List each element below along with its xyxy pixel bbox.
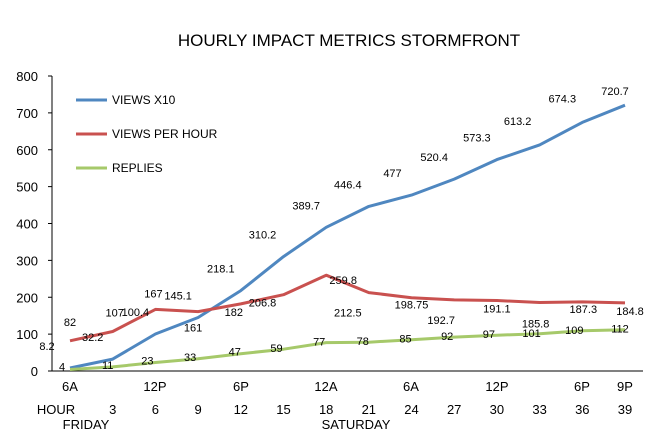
hour-label: 15	[276, 402, 290, 417]
data-label: 218.1	[207, 264, 235, 276]
y-tick-label: 0	[31, 364, 38, 379]
hour-label: 21	[362, 402, 376, 417]
series-lines	[69, 103, 626, 371]
data-label: 107	[106, 308, 124, 320]
hour-label: 12	[234, 402, 248, 417]
time-of-day-label: 6A	[403, 379, 419, 394]
data-label: 613.2	[504, 116, 532, 128]
data-label: 145.1	[164, 291, 192, 303]
data-label: 33	[184, 352, 196, 364]
y-tick-label: 600	[16, 143, 38, 158]
data-labels: 8.232.2100.4145.1218.1310.2389.7446.4477…	[39, 86, 643, 373]
data-label: 191.1	[483, 304, 511, 316]
time-of-day-label: 6A	[62, 379, 78, 394]
data-label: 112	[611, 324, 629, 336]
data-label: 85	[399, 334, 411, 346]
data-label: 77	[313, 337, 325, 349]
data-label: 4	[59, 362, 65, 374]
time-of-day-label: 12A	[314, 379, 337, 394]
hour-label: 9	[194, 402, 201, 417]
y-tick-label: 500	[16, 180, 38, 195]
data-label: 477	[383, 168, 401, 180]
legend-label-1: VIEWS PER HOUR	[112, 127, 218, 141]
data-label: 59	[270, 343, 282, 355]
day-label: SATURDAY	[322, 417, 391, 432]
data-label: 47	[229, 347, 241, 359]
hour-label: 6	[152, 402, 159, 417]
data-label: 310.2	[249, 230, 277, 242]
data-label: 185.8	[522, 319, 550, 331]
y-tick-label: 300	[16, 253, 38, 268]
data-label: 187.3	[570, 304, 598, 316]
data-label: 101	[522, 328, 540, 340]
data-label: 23	[141, 356, 153, 368]
legend-label-2: REPLIES	[112, 161, 163, 175]
data-label: 8.2	[39, 341, 54, 353]
day-label: FRIDAY	[63, 417, 110, 432]
data-label: 720.7	[601, 86, 629, 98]
y-tick-label: 200	[16, 290, 38, 305]
data-label: 184.8	[616, 306, 644, 318]
y-tick-label: 100	[16, 327, 38, 342]
hour-row-label: HOUR	[37, 402, 75, 417]
data-label: 92	[441, 331, 453, 343]
data-label: 100.4	[122, 307, 150, 319]
time-of-day-label: 9P	[617, 379, 633, 394]
data-label: 520.4	[420, 152, 448, 164]
hour-label: 36	[575, 402, 589, 417]
data-label: 198.75	[395, 300, 429, 312]
data-label: 206.8	[249, 298, 277, 310]
legend: VIEWS X10 VIEWS PER HOUR REPLIES	[76, 93, 218, 175]
chart-title: HOURLY IMPACT METRICS STORMFRONT	[178, 31, 520, 50]
time-of-day-label: 6P	[233, 379, 249, 394]
data-label: 109	[565, 325, 583, 337]
data-label: 389.7	[292, 200, 320, 212]
hour-label: 24	[404, 402, 418, 417]
data-label: 11	[102, 360, 113, 372]
time-of-day-label: 12P	[485, 379, 508, 394]
data-label: 192.7	[427, 315, 455, 327]
axes: 0 100 200 300 400 500 600 700 800	[16, 69, 643, 379]
data-label: 167	[144, 288, 162, 300]
series-line-0	[69, 103, 626, 370]
hour-label: 39	[618, 402, 632, 417]
data-label: 446.4	[334, 179, 362, 191]
data-label: 674.3	[549, 93, 577, 105]
time-of-day-label: 12P	[143, 379, 166, 394]
series-line-2	[69, 328, 626, 371]
y-tick-label: 800	[16, 69, 38, 84]
data-label: 259.8	[329, 275, 357, 287]
data-label: 182	[225, 307, 243, 319]
hour-label: 3	[109, 402, 116, 417]
data-label: 161	[184, 323, 202, 335]
y-tick-label: 400	[16, 217, 38, 232]
data-label: 32.2	[82, 332, 103, 344]
hour-label: 30	[490, 402, 504, 417]
hour-label: 18	[319, 402, 333, 417]
legend-label-0: VIEWS X10	[112, 93, 176, 107]
hour-label: 27	[447, 402, 461, 417]
data-label: 78	[357, 336, 369, 348]
data-label: 97	[483, 329, 495, 341]
time-of-day-label: 6P	[574, 379, 590, 394]
data-label: 212.5	[334, 308, 362, 320]
y-tick-label: 700	[16, 106, 38, 121]
data-label: 82	[64, 317, 76, 329]
data-label: 573.3	[463, 133, 491, 145]
hour-label: 33	[532, 402, 546, 417]
series-line-1	[69, 273, 626, 343]
